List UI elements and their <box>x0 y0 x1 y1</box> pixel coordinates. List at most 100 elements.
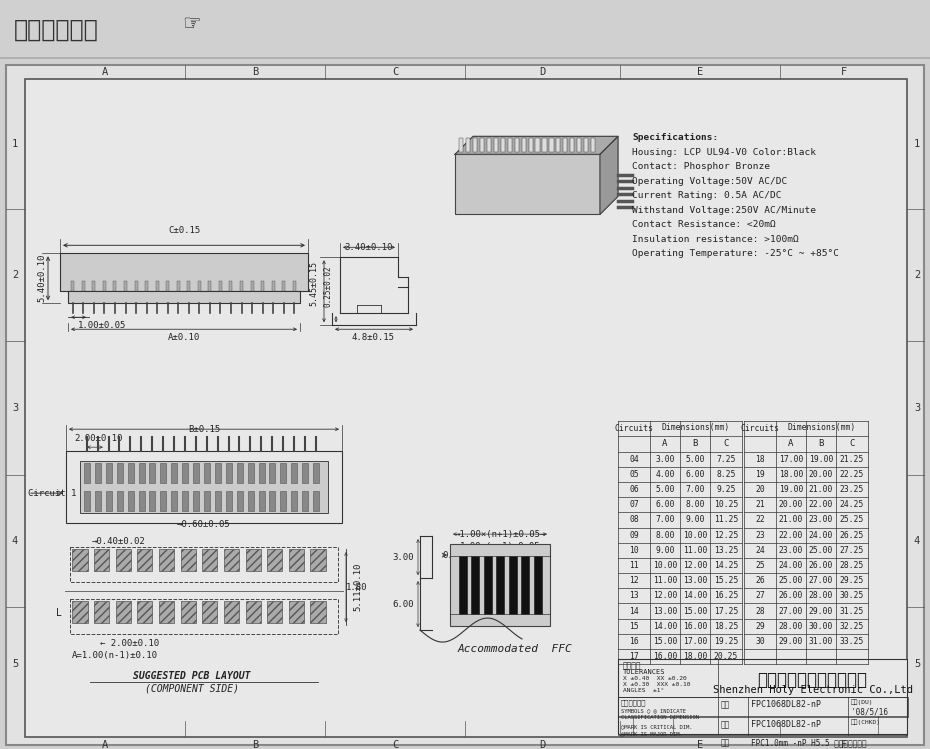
Bar <box>226 463 232 483</box>
Bar <box>117 491 123 511</box>
Bar <box>204 491 210 511</box>
Bar <box>219 282 222 291</box>
Text: C±0.15: C±0.15 <box>168 226 200 235</box>
Bar <box>113 282 116 291</box>
Text: →0.40±0.02: →0.40±0.02 <box>92 537 146 546</box>
Text: 17.00: 17.00 <box>778 455 804 464</box>
Text: 26.00: 26.00 <box>778 592 804 601</box>
Text: 16.25: 16.25 <box>714 592 738 601</box>
Bar <box>458 556 467 614</box>
Text: Operating Voltage:50V AC/DC: Operating Voltage:50V AC/DC <box>632 177 788 186</box>
Text: 28: 28 <box>755 607 764 616</box>
Text: 11.00: 11.00 <box>683 546 707 555</box>
Text: Accommodated  FFC: Accommodated FFC <box>458 644 572 654</box>
Bar <box>522 139 525 152</box>
Text: 23.00: 23.00 <box>809 515 833 524</box>
Text: 18.00: 18.00 <box>778 470 804 479</box>
Text: ☞: ☞ <box>182 14 201 34</box>
Text: 24.25: 24.25 <box>840 500 864 509</box>
Bar <box>280 463 286 483</box>
Text: 15.25: 15.25 <box>714 576 738 585</box>
Bar <box>486 139 491 152</box>
Text: E: E <box>697 740 703 749</box>
Text: ANGLES  ±1°: ANGLES ±1° <box>623 688 664 693</box>
Text: ← 1.00: ← 1.00 <box>462 550 495 559</box>
Bar <box>237 463 243 483</box>
Text: 7.25: 7.25 <box>716 455 736 464</box>
Text: 5: 5 <box>12 659 18 669</box>
Text: 23.00: 23.00 <box>778 546 804 555</box>
Text: 11: 11 <box>629 561 639 570</box>
Bar <box>115 601 131 623</box>
Bar <box>508 139 512 152</box>
Text: 10.25: 10.25 <box>714 500 738 509</box>
Text: 5: 5 <box>914 659 920 669</box>
Text: 9.25: 9.25 <box>716 485 736 494</box>
Bar <box>60 253 308 291</box>
Text: 18.25: 18.25 <box>714 622 738 631</box>
Text: 24.00: 24.00 <box>809 530 833 539</box>
Text: 27.25: 27.25 <box>840 546 864 555</box>
Text: 9.00: 9.00 <box>656 546 675 555</box>
Bar <box>259 463 264 483</box>
Text: 6.00: 6.00 <box>392 600 414 609</box>
Bar <box>259 491 264 511</box>
Text: Dimensions(mm): Dimensions(mm) <box>788 422 857 431</box>
Bar <box>246 601 260 623</box>
Bar <box>103 282 106 291</box>
Text: 22.00: 22.00 <box>809 500 833 509</box>
Bar <box>160 463 166 483</box>
Bar <box>224 601 239 623</box>
Text: 29: 29 <box>755 622 764 631</box>
Text: 28.00: 28.00 <box>778 622 804 631</box>
Bar <box>584 139 589 152</box>
Bar <box>226 491 232 511</box>
Text: 24: 24 <box>755 546 764 555</box>
Text: 15: 15 <box>629 622 639 631</box>
Text: 12.00: 12.00 <box>683 561 707 570</box>
Text: 32.25: 32.25 <box>840 622 864 631</box>
Text: ← 2.00±0.10: ← 2.00±0.10 <box>100 639 159 648</box>
Bar <box>272 282 274 291</box>
Bar <box>66 451 342 523</box>
Text: 7.00: 7.00 <box>685 485 705 494</box>
Text: 4: 4 <box>12 536 18 546</box>
Text: 19.00: 19.00 <box>778 485 804 494</box>
Bar <box>550 139 553 152</box>
Bar <box>187 282 191 291</box>
Text: C: C <box>392 740 398 749</box>
Bar <box>182 491 188 511</box>
Bar <box>289 549 304 571</box>
Bar <box>84 491 90 511</box>
Text: A: A <box>102 67 108 77</box>
Text: Contact: Phosphor Bronze: Contact: Phosphor Bronze <box>632 163 770 172</box>
Bar <box>106 491 112 511</box>
Bar <box>267 601 283 623</box>
Text: 4: 4 <box>914 536 920 546</box>
Bar <box>509 556 516 614</box>
Bar <box>291 491 298 511</box>
Text: 13.25: 13.25 <box>714 546 738 555</box>
Bar <box>95 463 101 483</box>
Bar <box>534 556 541 614</box>
Text: 24.00: 24.00 <box>778 561 804 570</box>
Text: C: C <box>724 440 729 449</box>
Text: D: D <box>539 740 546 749</box>
Text: 4.8±0.15: 4.8±0.15 <box>352 333 394 342</box>
Text: 04: 04 <box>629 455 639 464</box>
Text: 30.00: 30.00 <box>809 622 833 631</box>
Text: (COMPONENT SIDE): (COMPONENT SIDE) <box>145 683 239 693</box>
Text: Contact Resistance: <20mΩ: Contact Resistance: <20mΩ <box>632 220 776 229</box>
Text: 3: 3 <box>914 403 920 413</box>
Bar <box>139 491 144 511</box>
Bar <box>193 491 199 511</box>
Bar <box>484 556 491 614</box>
Text: 制图(DU): 制图(DU) <box>851 699 873 705</box>
Text: 5.11±0.10: 5.11±0.10 <box>353 563 362 611</box>
Text: Circuits: Circuits <box>740 424 779 433</box>
Text: ○MARK IS CRITICAL DIM.: ○MARK IS CRITICAL DIM. <box>621 724 693 729</box>
Bar <box>208 282 211 291</box>
Text: Current Rating: 0.5A AC/DC: Current Rating: 0.5A AC/DC <box>632 191 781 200</box>
Text: TOLERANCES: TOLERANCES <box>623 669 666 675</box>
Bar <box>70 599 338 634</box>
